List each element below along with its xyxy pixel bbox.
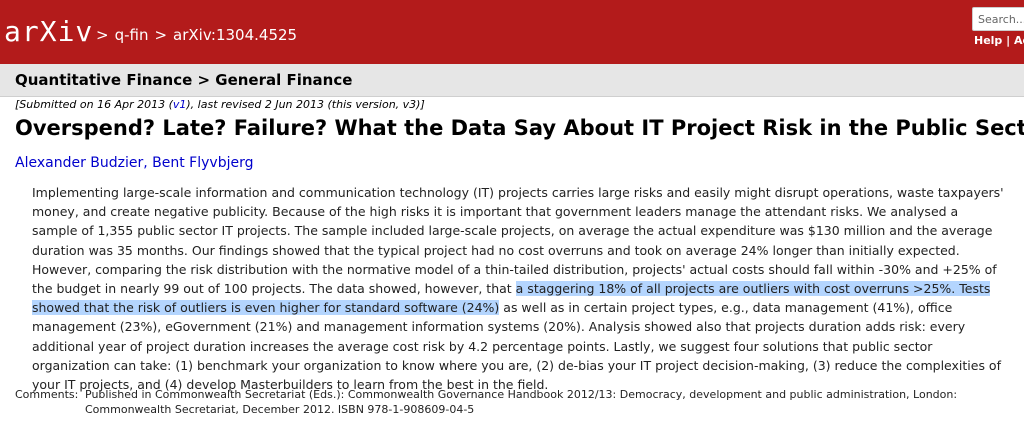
- paper-title: Overspend? Late? Failure? What the Data …: [15, 116, 1024, 140]
- author-list: Alexander Budzier, Bent Flyvbjerg: [15, 155, 254, 171]
- comments-text: Published in Commonwealth Secretariat (E…: [85, 388, 958, 416]
- breadcrumb-q-fin[interactable]: q-fin: [114, 26, 149, 44]
- arxiv-logo[interactable]: arXiv: [4, 15, 94, 48]
- search-input[interactable]: Search...: [972, 7, 1024, 31]
- author-link[interactable]: Bent Flyvbjerg: [152, 155, 254, 171]
- breadcrumb-paper-id: arXiv:1304.4525: [173, 26, 298, 44]
- author-link[interactable]: Alexander Budzier: [15, 155, 144, 171]
- abstract: Implementing large-scale information and…: [32, 183, 1007, 394]
- abstract-text-end: as well as in certain project types, e.g…: [32, 300, 1001, 393]
- version-v1-link[interactable]: v1: [172, 98, 187, 111]
- dateline-suffix: ), last revised 2 Jun 2013 (this version…: [186, 98, 425, 111]
- abstract-text: Implementing large-scale information and…: [32, 185, 1004, 297]
- advanced-search-link[interactable]: Adv: [1014, 34, 1024, 47]
- help-link[interactable]: Help: [974, 34, 1003, 47]
- site-header: arXiv > q-fin > arXiv:1304.4525 Search... H…: [0, 0, 1024, 64]
- comments-row: Comments: Published in Commonwealth Secr…: [15, 387, 1010, 417]
- subject-bar: Quantitative Finance > General Finance: [0, 64, 1024, 97]
- submission-dateline: [Submitted on 16 Apr 2013 (v1), last rev…: [15, 98, 425, 111]
- dateline-prefix: [Submitted on 16 Apr 2013 (: [15, 98, 173, 111]
- comments-label: Comments:: [15, 388, 79, 401]
- help-links: Help | Adv: [974, 34, 1024, 47]
- breadcrumb-separator: >: [96, 26, 109, 44]
- breadcrumb: > q-fin > arXiv:1304.4525: [90, 26, 297, 44]
- subject-heading: Quantitative Finance > General Finance: [15, 71, 353, 89]
- breadcrumb-separator: >: [154, 26, 168, 44]
